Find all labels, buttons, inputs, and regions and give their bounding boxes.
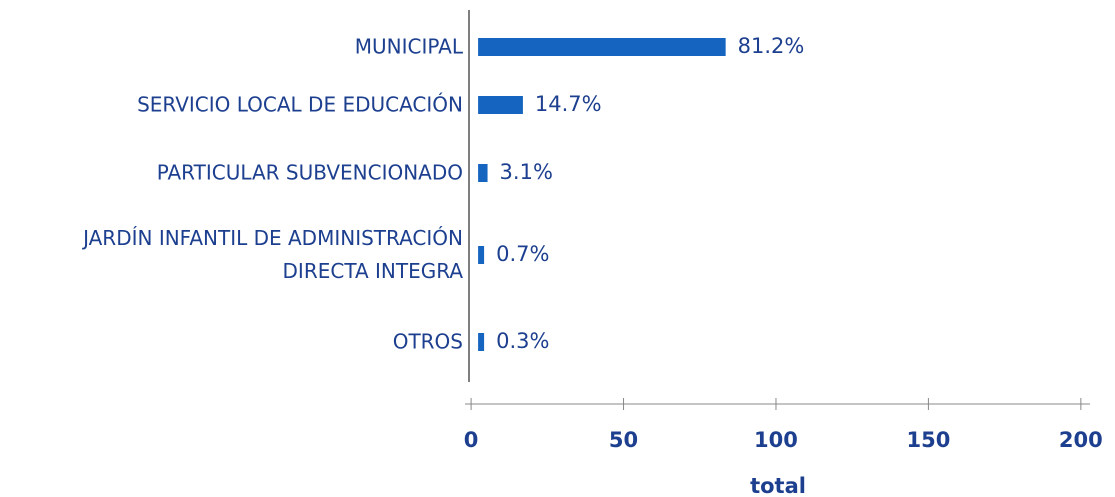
category-label: OTROS — [392, 329, 463, 354]
bar — [478, 96, 523, 114]
x-tick-label: 200 — [1059, 428, 1103, 452]
bar — [478, 246, 485, 264]
value-label: 0.3% — [496, 329, 549, 353]
value-label: 0.7% — [496, 242, 549, 266]
value-label: 81.2% — [738, 34, 805, 58]
category-label: SERVICIO LOCAL DE EDUCACIÓN — [137, 92, 463, 117]
bar — [478, 333, 485, 351]
value-label: 14.7% — [535, 92, 602, 116]
x-tick-label: 50 — [609, 428, 638, 452]
value-label: 3.1% — [500, 160, 553, 184]
category-label: PARTICULAR SUBVENCIONADO — [156, 160, 463, 185]
x-tick-label: 150 — [906, 428, 950, 452]
x-tick-label: 0 — [464, 428, 479, 452]
bar — [478, 164, 488, 182]
category-label: JARDÍN INFANTIL DE ADMINISTRACIÓN DIRECT… — [83, 226, 463, 283]
x-tick-label: 100 — [754, 428, 798, 452]
category-label: MUNICIPAL — [354, 34, 463, 59]
x-axis-label: total — [750, 474, 806, 497]
bar — [478, 38, 726, 56]
